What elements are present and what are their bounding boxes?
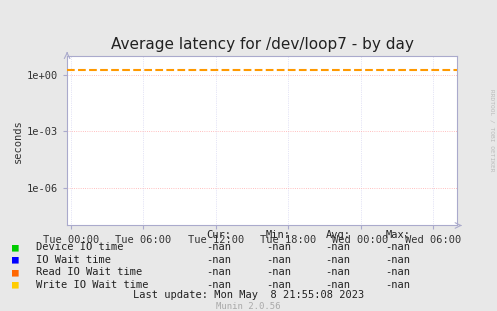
Text: -nan: -nan — [385, 280, 410, 290]
Text: ■: ■ — [12, 242, 19, 252]
Y-axis label: seconds: seconds — [12, 119, 23, 163]
Text: -nan: -nan — [326, 280, 350, 290]
Text: -nan: -nan — [206, 255, 231, 265]
Text: -nan: -nan — [266, 267, 291, 277]
Text: IO Wait time: IO Wait time — [36, 255, 111, 265]
Text: Min:: Min: — [266, 230, 291, 240]
Text: Cur:: Cur: — [206, 230, 231, 240]
Text: -nan: -nan — [326, 267, 350, 277]
Text: -nan: -nan — [266, 280, 291, 290]
Text: Last update: Mon May  8 21:55:08 2023: Last update: Mon May 8 21:55:08 2023 — [133, 290, 364, 300]
Text: -nan: -nan — [385, 267, 410, 277]
Text: -nan: -nan — [385, 255, 410, 265]
Text: -nan: -nan — [266, 242, 291, 252]
Text: Munin 2.0.56: Munin 2.0.56 — [216, 302, 281, 311]
Text: ■: ■ — [12, 255, 19, 265]
Title: Average latency for /dev/loop7 - by day: Average latency for /dev/loop7 - by day — [111, 37, 414, 52]
Text: Device IO time: Device IO time — [36, 242, 123, 252]
Text: Write IO Wait time: Write IO Wait time — [36, 280, 148, 290]
Text: RRDTOOL / TOBI OETIKER: RRDTOOL / TOBI OETIKER — [490, 89, 495, 172]
Text: -nan: -nan — [326, 255, 350, 265]
Text: ■: ■ — [12, 267, 19, 277]
Text: Avg:: Avg: — [326, 230, 350, 240]
Text: Read IO Wait time: Read IO Wait time — [36, 267, 142, 277]
Text: Max:: Max: — [385, 230, 410, 240]
Text: -nan: -nan — [206, 267, 231, 277]
Text: -nan: -nan — [206, 280, 231, 290]
Text: -nan: -nan — [385, 242, 410, 252]
Text: -nan: -nan — [326, 242, 350, 252]
Text: ■: ■ — [12, 280, 19, 290]
Text: -nan: -nan — [206, 242, 231, 252]
Text: -nan: -nan — [266, 255, 291, 265]
